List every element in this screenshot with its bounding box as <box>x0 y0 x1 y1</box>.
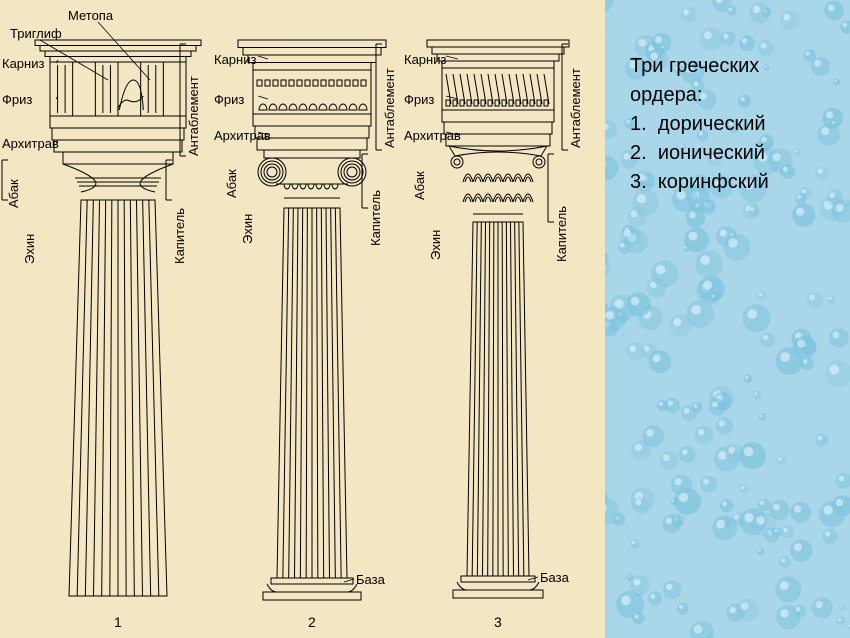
list-item-1: 1. дорический <box>630 110 830 139</box>
part-label: Антаблемент <box>382 68 397 148</box>
title-line-1: Три греческих <box>630 55 759 77</box>
part-label: Фриз <box>2 92 32 107</box>
part-label: Антаблемент <box>568 68 583 148</box>
title-colon: : <box>697 84 703 106</box>
part-label: База <box>356 572 385 587</box>
list-num-1: 1. <box>630 113 647 135</box>
part-label: База <box>540 570 569 585</box>
side-text: Три греческих ордера: 1. дорический 2. и… <box>630 52 830 197</box>
title-line-2: ордера <box>630 84 697 106</box>
part-label: Эхин <box>240 214 255 244</box>
part-label: Карниз <box>214 52 256 67</box>
part-label: Фриз <box>214 92 244 107</box>
part-label: Триглиф <box>10 26 62 41</box>
part-label: Абак <box>6 179 21 208</box>
part-label: Карниз <box>2 56 44 71</box>
part-label: Фриз <box>404 92 434 107</box>
part-label: Карниз <box>404 52 446 67</box>
column-number: 1 <box>114 614 122 630</box>
columns-svg <box>0 0 605 638</box>
part-label: Эхин <box>22 234 37 264</box>
part-label: Капитель <box>554 206 569 262</box>
part-label: Метопа <box>68 8 113 23</box>
list-num-2: 2. <box>630 142 647 164</box>
part-label: Архитрав <box>2 136 59 151</box>
list-text-3: коринфский <box>658 171 769 193</box>
diagram-panel: 1 2 3 Метопа Триглиф Карниз Фриз Архитрав Абак Эх… <box>0 0 605 638</box>
part-label: Абак <box>412 171 427 200</box>
part-label: Абак <box>224 169 239 198</box>
list-text-1: дорический <box>658 113 766 135</box>
part-label: Архитрав <box>404 128 461 143</box>
part-label: Капитель <box>172 208 187 264</box>
stage: 1 2 3 Метопа Триглиф Карниз Фриз Архитрав Абак Эх… <box>0 0 850 638</box>
list-text-2: ионический <box>658 142 765 164</box>
column-number: 2 <box>308 614 316 630</box>
part-label: Антаблемент <box>186 76 201 156</box>
part-label: Капитель <box>368 190 383 246</box>
part-label: Эхин <box>428 230 443 260</box>
list-num-3: 3. <box>630 171 647 193</box>
list-item-2: 2. ионический <box>630 139 830 168</box>
list-item-3: 3. коринфский <box>630 168 830 197</box>
column-number: 3 <box>494 614 502 630</box>
part-label: Архитрав <box>214 128 271 143</box>
